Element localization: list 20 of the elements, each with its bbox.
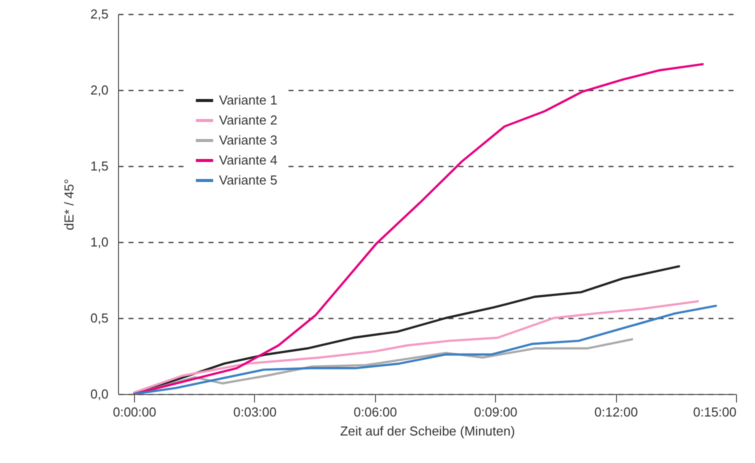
legend-label: Variante 3 [219,132,278,148]
x-tick-label: 0:15:00 [693,404,736,420]
x-tick-label: 0:03:00 [233,404,277,420]
x-tick-label: 0:09:00 [474,404,518,420]
y-tick-label: 1,5 [90,158,108,174]
legend-label: Variante 1 [219,92,278,108]
y-tick-label: 1,0 [90,234,108,250]
y-axis-title: dE* / 45° [61,178,76,230]
y-tick-label: 2,0 [90,82,108,98]
legend-label: Variante 2 [219,112,278,128]
y-tick-label: 2,5 [90,6,108,22]
legend-label: Variante 5 [219,172,278,188]
x-tick-label: 0:12:00 [594,404,638,420]
x-tick-label: 0:00:00 [112,404,156,420]
legend-label: Variante 4 [219,152,278,168]
y-tick-label: 0,0 [90,386,108,402]
x-axis-title: Zeit auf der Scheibe (Minuten) [340,424,515,438]
x-tick-label: 0:06:00 [354,404,398,420]
line-series [132,63,704,394]
y-tick-label: 0,5 [90,310,108,326]
